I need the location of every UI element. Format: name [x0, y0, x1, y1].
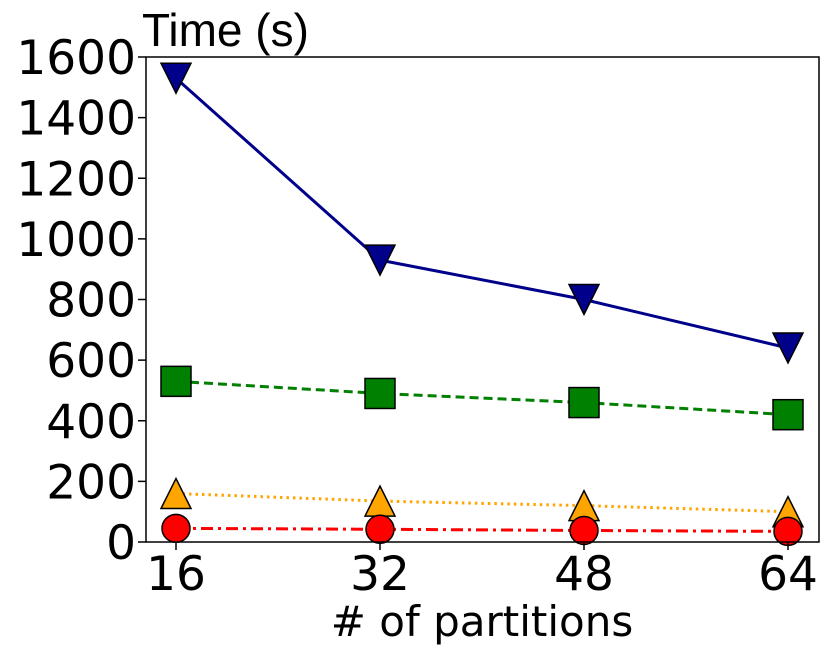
- data-point-0-3: [771, 332, 805, 365]
- series-line-0: [175, 77, 789, 350]
- y-tick-label: 200: [46, 455, 136, 510]
- data-point-3-1: [365, 514, 395, 545]
- data-point-1-1: [364, 377, 396, 410]
- x-axis-ticks: 16 32 48 64: [146, 542, 818, 602]
- plot-frame: [145, 56, 820, 543]
- y-tick-label: 600: [46, 334, 136, 389]
- data-point-1-3: [772, 398, 804, 431]
- y-tick-label: 1400: [16, 92, 136, 147]
- x-tick-label: 32: [350, 547, 410, 602]
- data-point-3-0: [161, 513, 191, 544]
- data-point-0-2: [567, 283, 601, 317]
- series-line-1: [175, 379, 789, 417]
- data-point-0-0: [159, 62, 193, 95]
- y-tick-label: 1600: [16, 31, 136, 86]
- series-line-3: [175, 526, 789, 533]
- data-point-1-2: [568, 386, 600, 419]
- data-point-3-2: [569, 515, 599, 546]
- x-tick-label: 16: [146, 547, 206, 602]
- plot-lines: [175, 77, 789, 533]
- y-tick-label: 800: [46, 274, 136, 329]
- data-point-0-1: [363, 244, 397, 277]
- y-tick-label: 400: [46, 395, 136, 450]
- x-axis-title: # of partitions: [331, 597, 634, 646]
- data-point-2-0: [159, 476, 193, 510]
- y-tick-label: 0: [106, 516, 136, 571]
- plot-markers: [159, 62, 805, 547]
- y-tick-label: 1200: [16, 152, 136, 207]
- x-tick-label: 48: [554, 547, 614, 602]
- y-axis-title: Time (s): [142, 4, 309, 56]
- data-point-3-3: [773, 516, 803, 547]
- data-point-1-0: [160, 365, 192, 398]
- y-tick-label: 1000: [16, 213, 136, 268]
- x-tick-label: 64: [758, 547, 818, 602]
- series-line-2: [175, 492, 789, 514]
